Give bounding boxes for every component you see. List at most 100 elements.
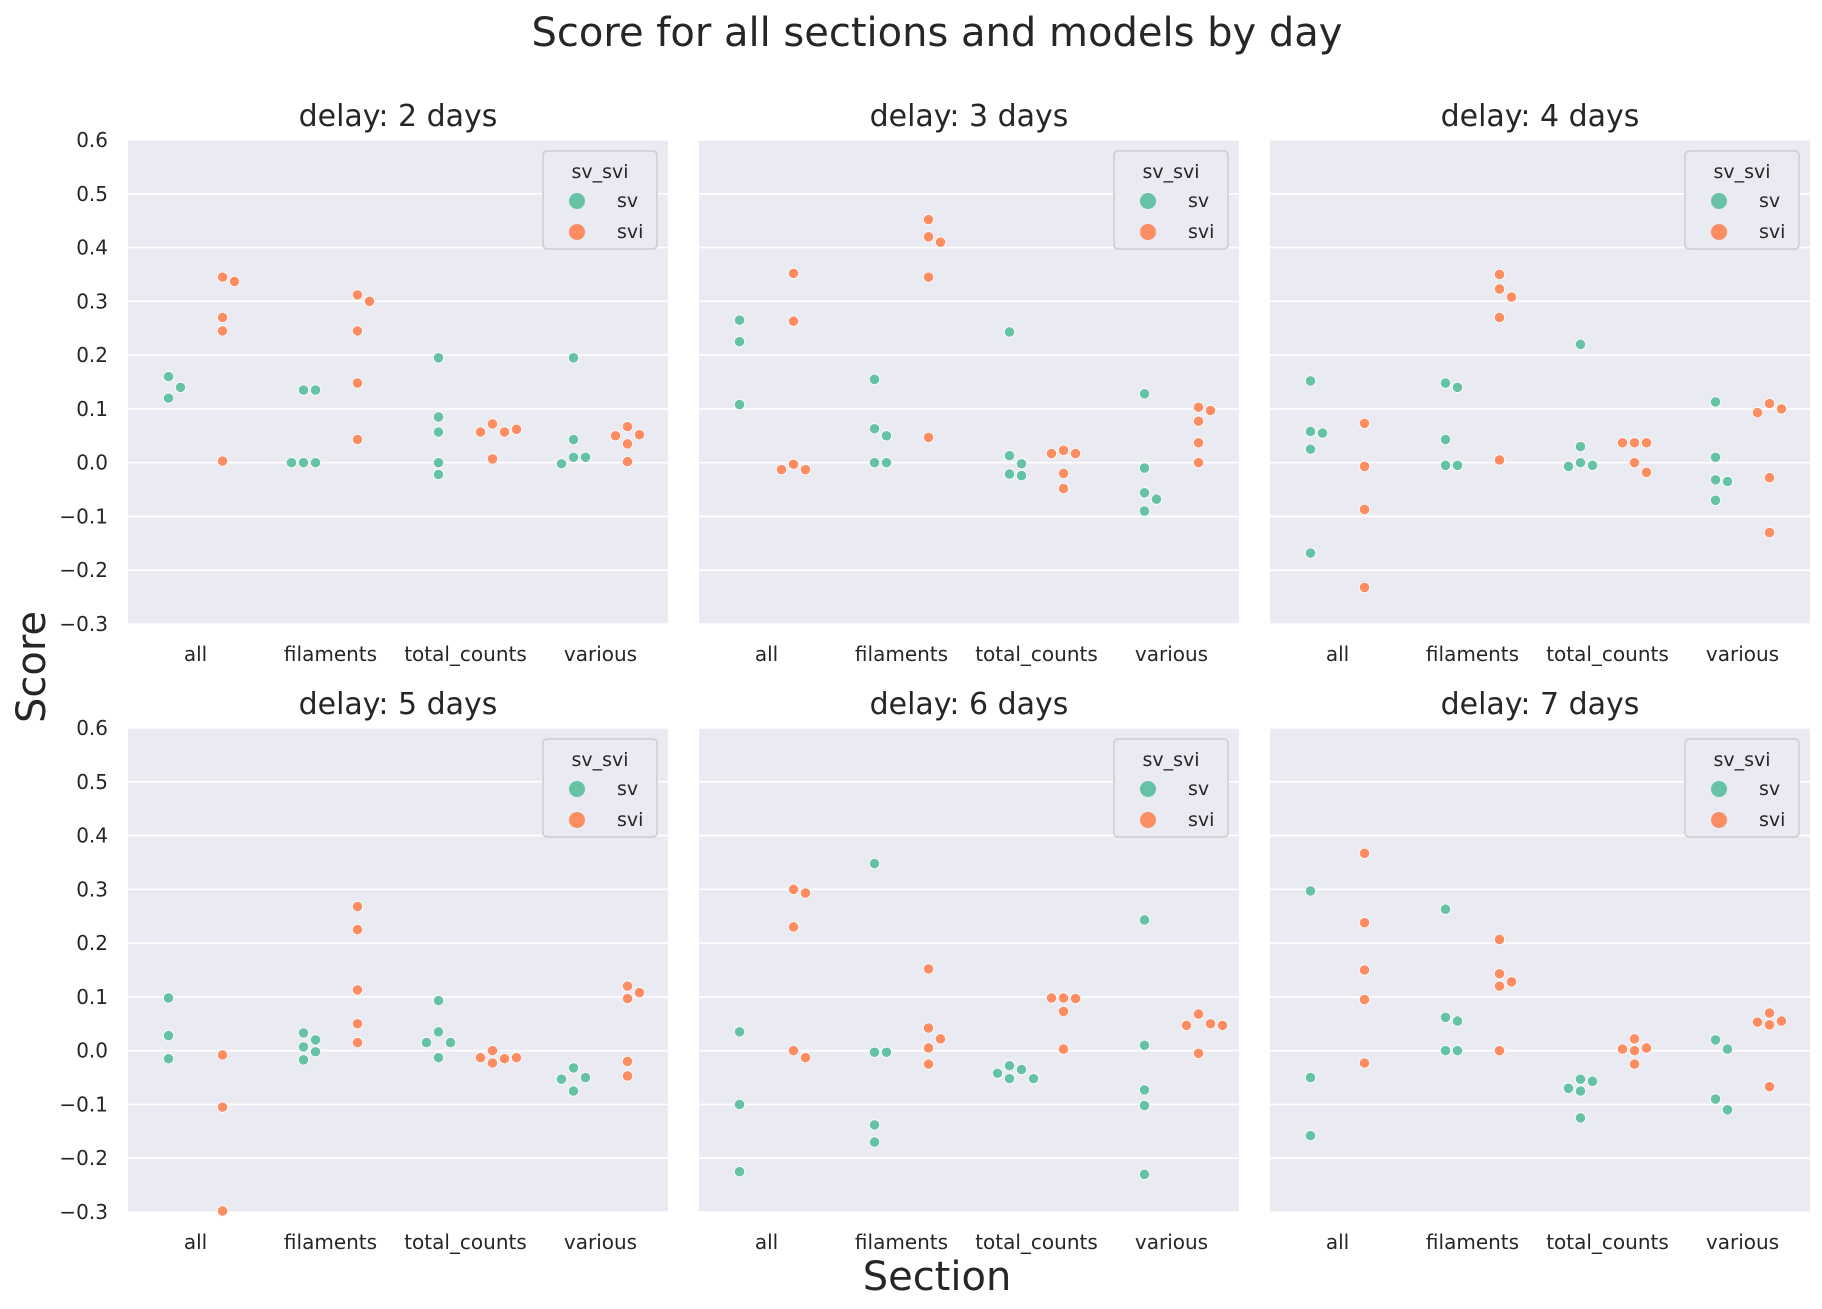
data-point-sv	[1003, 450, 1016, 462]
legend-box	[1113, 150, 1229, 250]
data-point-sv	[432, 1052, 445, 1064]
legend-box	[1113, 738, 1229, 838]
data-point-svi	[1763, 1019, 1776, 1031]
data-point-svi	[1493, 268, 1506, 281]
data-point-sv	[1439, 903, 1452, 915]
data-point-sv	[1138, 1099, 1151, 1112]
panel-5: all filaments total_counts various delay: 6 …	[699, 687, 1239, 1254]
data-point-svi	[934, 1033, 947, 1045]
data-point-svi	[1640, 1042, 1653, 1054]
legend-label-svi: svi	[617, 221, 643, 243]
panel-title: delay: 6 days	[870, 687, 1069, 722]
data-point-svi	[486, 1057, 499, 1069]
data-point-sv	[1721, 475, 1734, 488]
data-point-svi	[1763, 472, 1776, 484]
data-point-sv	[1709, 494, 1722, 506]
legend-label-sv: sv	[617, 778, 638, 800]
y-tick-label: 0.3	[76, 289, 108, 313]
data-point-svi	[1763, 1007, 1776, 1019]
x-tick-label: total_counts	[975, 642, 1098, 666]
data-point-sv	[1586, 1075, 1599, 1087]
data-point-sv	[1138, 914, 1151, 926]
data-point-svi	[1505, 291, 1518, 303]
x-tick-label: filaments	[284, 1230, 377, 1254]
data-point-sv	[880, 430, 893, 442]
data-point-svi	[1192, 457, 1205, 469]
data-point-sv	[309, 1046, 322, 1058]
data-point-sv	[1003, 1060, 1016, 1072]
data-point-svi	[498, 1053, 511, 1065]
legend-marker-svi	[1711, 224, 1727, 240]
data-point-svi	[1775, 1015, 1788, 1027]
data-point-sv	[1304, 375, 1317, 387]
data-point-svi	[922, 271, 935, 283]
data-point-svi	[1358, 417, 1371, 430]
data-point-sv	[1003, 326, 1016, 338]
data-point-svi	[1775, 403, 1788, 415]
x-tick-label: total_counts	[975, 1230, 1098, 1254]
data-point-sv	[1304, 443, 1317, 455]
legend-label-sv: sv	[1188, 190, 1209, 212]
data-point-sv	[162, 1053, 175, 1065]
panel-title: delay: 7 days	[1441, 687, 1640, 722]
panel-title: delay: 3 days	[870, 99, 1069, 134]
data-point-sv	[309, 384, 322, 396]
legend-title: sv_svi	[1142, 161, 1199, 183]
legend-title: sv_svi	[1713, 161, 1770, 183]
x-tick-label: all	[184, 1230, 207, 1254]
y-tick-label: −0.3	[59, 1200, 108, 1224]
legend-box	[542, 150, 658, 250]
legend-marker-svi	[569, 812, 585, 828]
legend-label-sv: sv	[1759, 778, 1780, 800]
data-point-svi	[1192, 437, 1205, 449]
data-point-sv	[579, 451, 592, 463]
y-tick-label: 0.4	[76, 824, 108, 848]
data-point-svi	[621, 992, 634, 1005]
x-tick-label: various	[564, 642, 637, 666]
data-point-sv	[297, 1041, 310, 1053]
data-point-sv	[579, 1071, 592, 1084]
y-tick-label: 0.6	[76, 128, 108, 152]
legend-label-svi: svi	[1188, 221, 1214, 243]
data-point-sv	[1027, 1073, 1040, 1085]
data-point-svi	[1358, 1057, 1371, 1069]
data-point-svi	[1763, 526, 1776, 539]
data-point-svi	[1616, 437, 1629, 449]
data-point-sv	[868, 423, 881, 435]
data-point-sv	[733, 398, 746, 411]
legend-label-svi: svi	[1759, 221, 1785, 243]
data-point-sv	[1562, 460, 1575, 473]
y-tick-label: −0.2	[59, 558, 108, 582]
data-point-sv	[309, 457, 322, 469]
data-point-svi	[363, 295, 376, 307]
data-point-svi	[1192, 401, 1205, 413]
data-point-svi	[1057, 467, 1070, 480]
data-point-sv	[1150, 493, 1163, 505]
y-tick-label: −0.1	[59, 504, 108, 528]
data-point-sv	[1015, 469, 1028, 482]
data-point-sv	[1439, 377, 1452, 389]
data-point-svi	[474, 426, 487, 438]
data-point-svi	[216, 271, 229, 283]
data-point-sv	[1574, 1073, 1587, 1085]
data-point-sv	[1574, 1085, 1587, 1097]
data-point-sv	[733, 314, 746, 326]
data-point-svi	[799, 887, 812, 899]
data-point-sv	[1316, 427, 1329, 439]
data-point-svi	[1493, 980, 1506, 992]
data-point-sv	[1015, 1063, 1028, 1076]
y-tick-label: 0.6	[76, 716, 108, 740]
data-point-sv	[733, 1166, 746, 1178]
data-point-sv	[733, 336, 746, 348]
data-point-svi	[787, 921, 800, 933]
y-tick-label: 0.4	[76, 236, 108, 260]
data-point-sv	[880, 457, 893, 469]
y-tick-label: 0.3	[76, 877, 108, 901]
data-point-sv	[1138, 388, 1151, 400]
data-point-sv	[432, 995, 445, 1007]
data-point-svi	[216, 455, 229, 467]
data-point-svi	[1505, 976, 1518, 988]
